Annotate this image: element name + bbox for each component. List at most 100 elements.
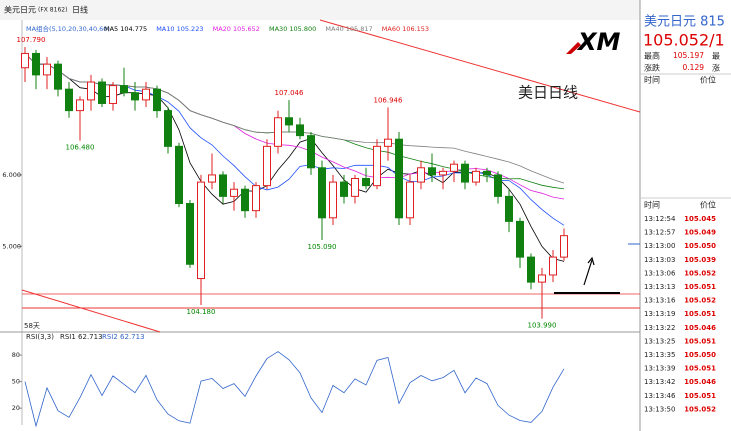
tick-time: 13:13:19	[644, 310, 675, 318]
legend-item: MA60 106.153	[382, 25, 429, 33]
candle-body	[351, 178, 359, 197]
tick-price: 105.039	[684, 256, 716, 264]
tick-price: 105.051	[684, 310, 716, 318]
candle-body	[538, 274, 546, 283]
candle-body	[560, 235, 568, 258]
rsi1: RSI1 62.713	[60, 333, 103, 341]
candle-body	[65, 88, 73, 112]
candle-body	[43, 63, 51, 76]
candle-body	[175, 145, 183, 205]
tick-time: 13:13:42	[644, 378, 675, 386]
tick-price: 105.052	[684, 269, 716, 277]
candle-body	[472, 170, 480, 183]
candle-body	[516, 220, 524, 258]
tick-time: 13:13:06	[644, 269, 676, 277]
candle-body	[32, 52, 40, 76]
candle-body	[439, 170, 447, 176]
period[interactable]: 日线	[72, 5, 88, 15]
candle-body	[131, 92, 139, 101]
legend-item: MA5 104.775	[104, 25, 147, 33]
candle-body	[494, 174, 502, 197]
candle-body	[164, 110, 172, 147]
candle-body	[120, 85, 128, 94]
candle-body	[373, 145, 381, 187]
quote-value: 0.129	[683, 63, 705, 72]
rsi2: RSI2 62.713	[102, 333, 145, 341]
candle-body	[186, 203, 194, 265]
tick-price: 105.051	[684, 392, 716, 400]
candle-body	[219, 174, 227, 197]
price-label: 103.990	[528, 322, 557, 330]
rsi-tick-label: 80	[12, 351, 20, 359]
tick-price: 105.046	[684, 324, 716, 332]
candle-body	[230, 188, 238, 197]
tick-price: 105.051	[684, 337, 716, 345]
quote-name: 美元日元 815	[644, 15, 725, 30]
rsi-tick-label: 50	[12, 378, 20, 386]
candle-body	[252, 185, 260, 212]
rsi-title: RSI(3,3)	[26, 333, 54, 341]
quote-value: 105.197	[673, 51, 704, 60]
tick-time: 13:12:57	[644, 229, 675, 237]
logo: XM	[566, 28, 621, 56]
quote-right: 涨	[712, 63, 720, 73]
price-label: 106.480	[66, 144, 95, 152]
candle-body	[406, 181, 414, 219]
ticks-head-price: 价位	[700, 200, 716, 210]
tick-price: 105.052	[684, 405, 716, 413]
code: (FX 8162)	[38, 7, 67, 14]
tick-price: 105.045	[684, 215, 716, 223]
candle-body	[208, 174, 216, 183]
candle-body	[395, 138, 403, 219]
candle-body	[285, 117, 293, 126]
quote-head-price: 价位	[700, 75, 716, 85]
price-label: 104.180	[187, 308, 216, 316]
tick-time: 13:13:50	[644, 405, 675, 413]
candle-body	[76, 99, 84, 112]
candle-body	[428, 167, 436, 176]
quote-label: 涨跌	[644, 63, 660, 73]
legend-title: MA组合(5,10,20,30,40,60)	[26, 24, 110, 33]
candle-body	[417, 167, 425, 183]
ticks-head-time: 时间	[644, 200, 660, 210]
candle-body	[274, 117, 282, 147]
tick-price: 105.051	[684, 365, 716, 373]
candle-body	[142, 88, 150, 101]
candle-body	[340, 181, 348, 197]
candle-body	[318, 167, 326, 219]
tick-time: 13:13:03	[644, 256, 675, 264]
candle-body	[98, 81, 106, 104]
tick-time: 13:13:13	[644, 283, 675, 291]
candle-body	[461, 163, 469, 183]
legend-item: MA10 105.223	[156, 25, 203, 33]
tick-time: 13:12:54	[644, 215, 676, 223]
rsi-line	[24, 351, 565, 428]
candle-body	[153, 88, 161, 112]
candle-body	[241, 188, 249, 212]
tick-time: 13:13:25	[644, 337, 675, 345]
legend-item: MA30 105.800	[269, 25, 316, 33]
quote-price: 105.052/1	[643, 31, 725, 50]
toolbar	[0, 0, 640, 20]
legend-item: MA20 105.652	[213, 25, 260, 33]
arrow	[583, 256, 595, 286]
quote-right: 最	[712, 52, 720, 61]
tick-time: 13:13:35	[644, 351, 675, 359]
candle-body	[87, 81, 95, 101]
tick-price: 105.049	[684, 229, 716, 237]
candle-body	[549, 256, 557, 276]
tick-time: 13:13:39	[644, 365, 675, 373]
candle-body	[296, 124, 304, 137]
candle-body	[362, 178, 370, 187]
y-tick-label: 6.000	[2, 171, 21, 179]
candle-body	[109, 85, 117, 104]
tick-time: 13:13:00	[644, 242, 675, 250]
legend-item: MA40 105.817	[325, 25, 372, 33]
tick-time: 13:13:22	[644, 324, 675, 332]
symbol[interactable]: 美元日元	[4, 5, 36, 15]
candle-body	[527, 256, 535, 283]
tick-price: 105.050	[684, 242, 716, 250]
ma-line	[24, 53, 565, 184]
tick-price: 105.050	[684, 351, 716, 359]
rsi-tick-label: 20	[12, 404, 20, 412]
